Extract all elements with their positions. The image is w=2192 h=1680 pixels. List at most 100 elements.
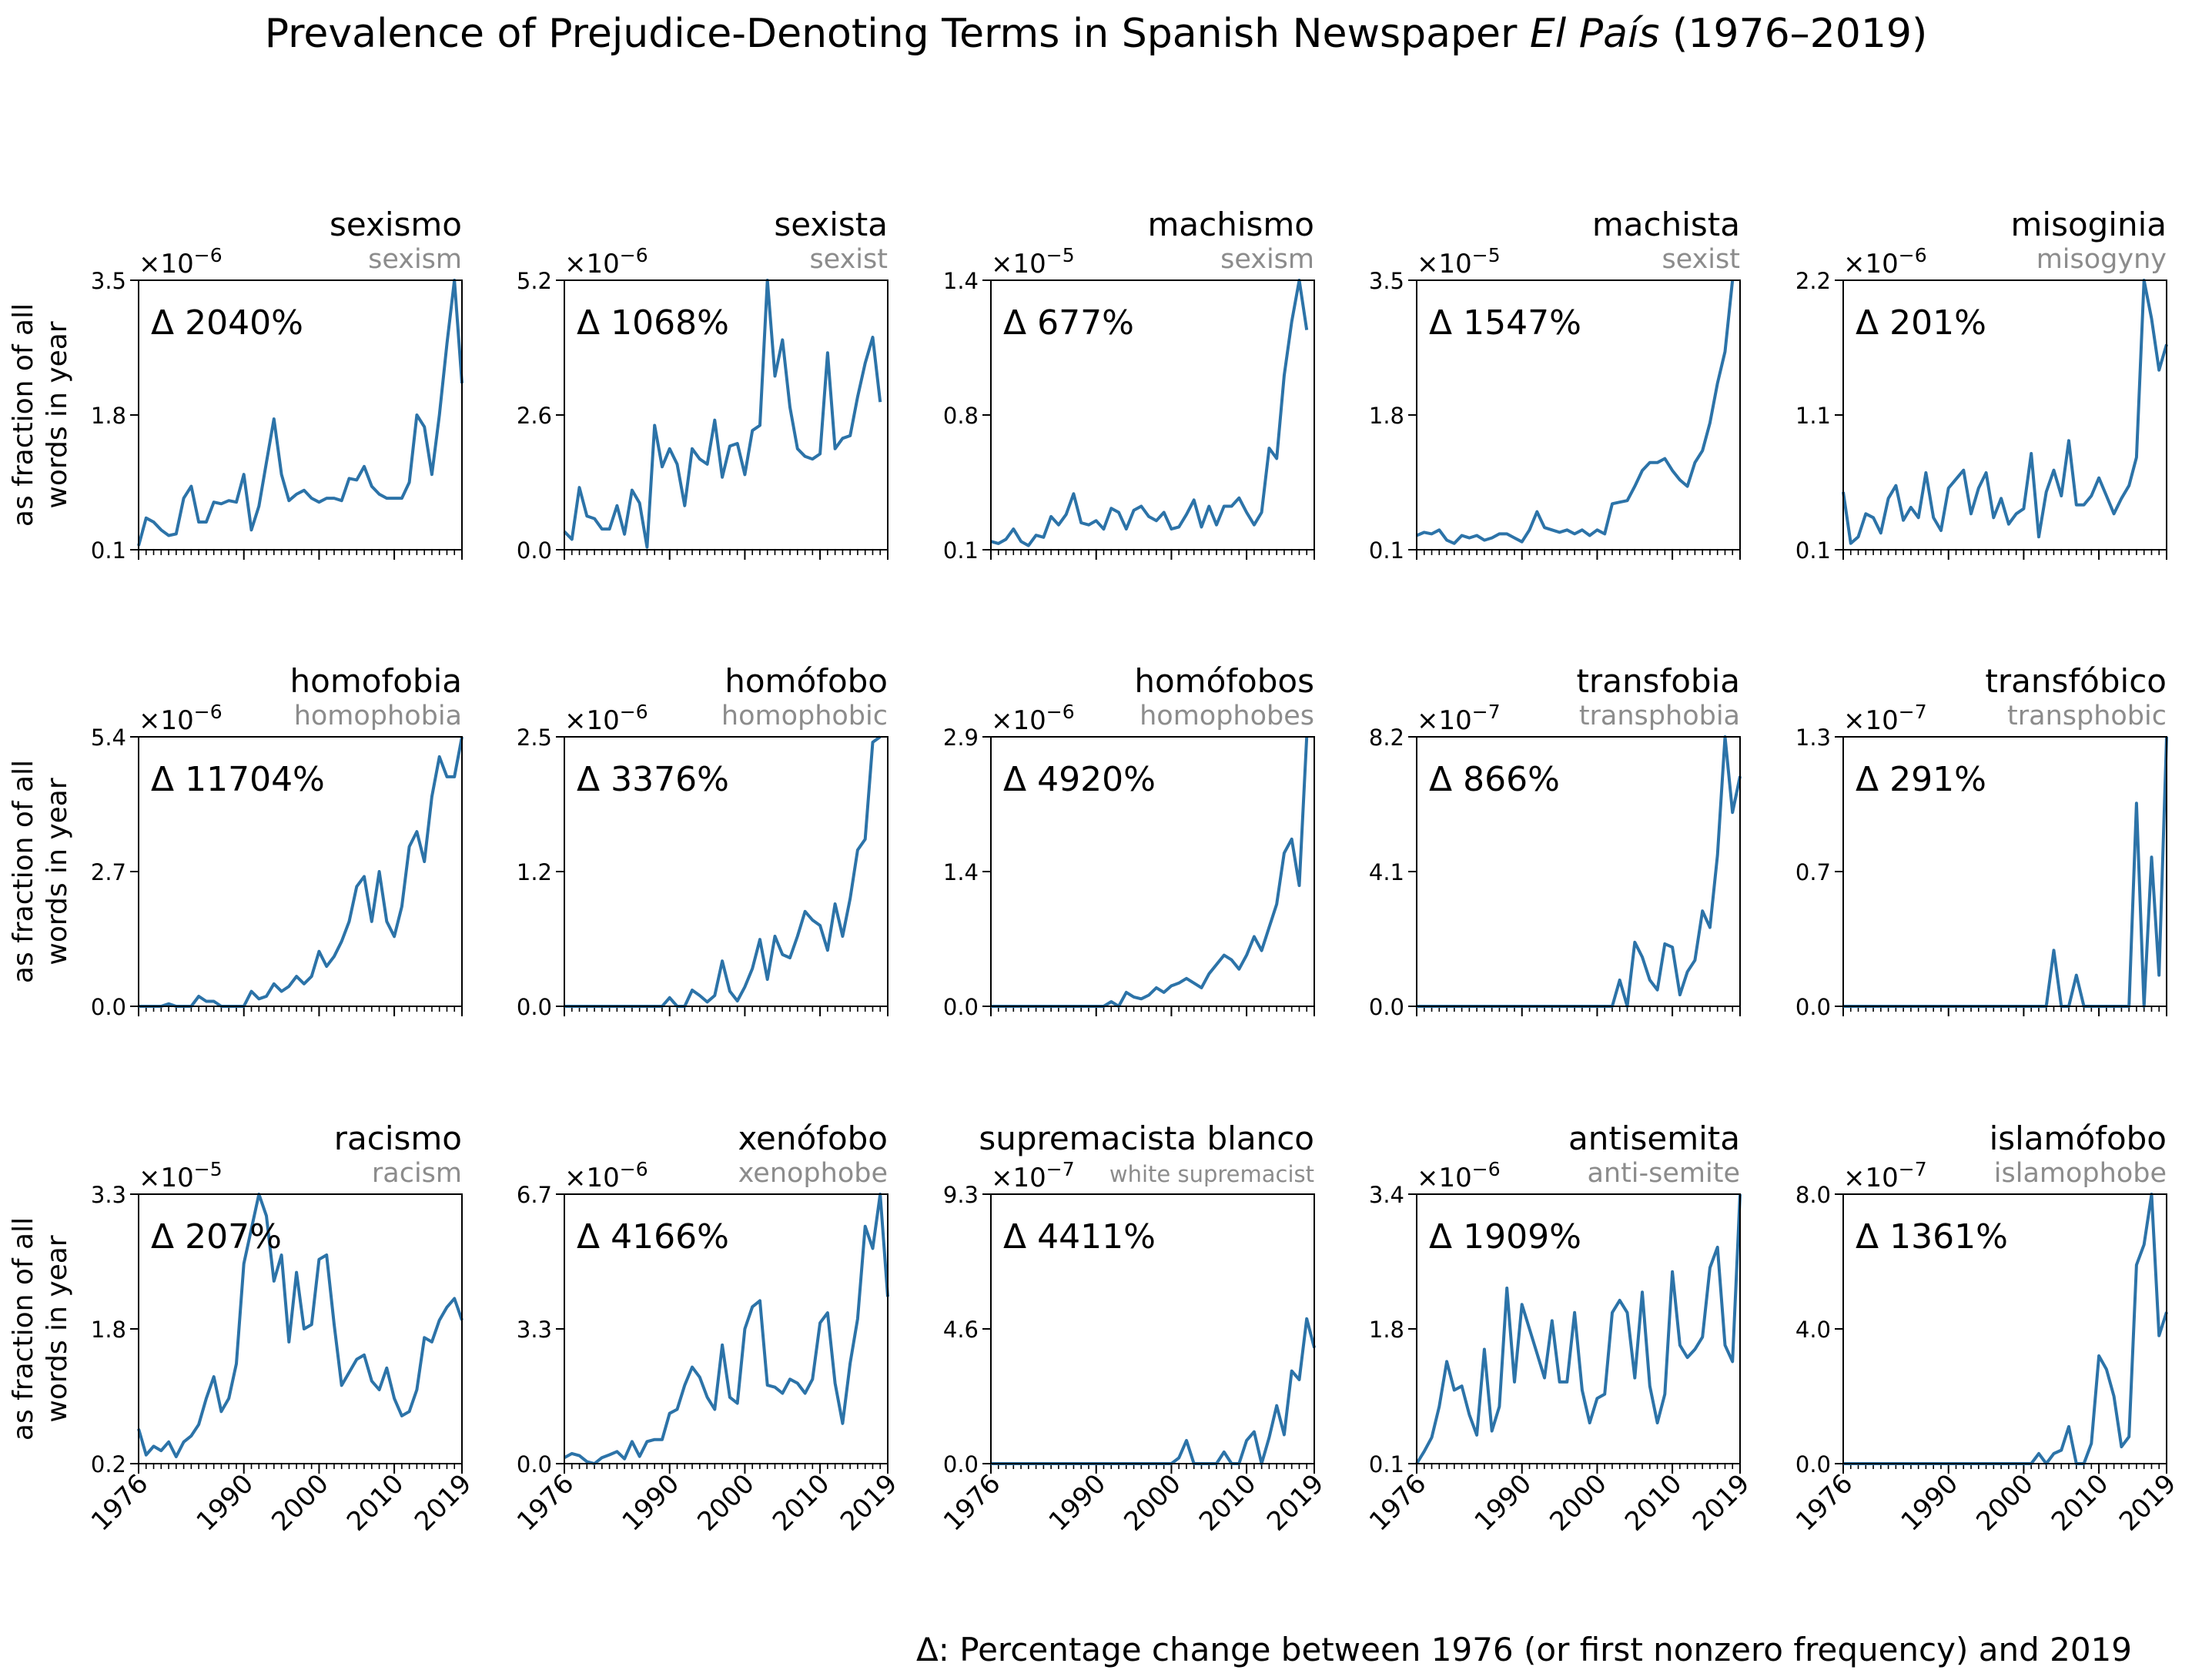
x-tick-label: 2010	[767, 1468, 835, 1537]
x-tick-label: 2019	[2113, 1468, 2182, 1537]
axis-multiplier-exponent: −7	[1899, 1158, 1927, 1180]
axes-frame	[1842, 279, 2167, 551]
panel-title: sexista	[774, 206, 888, 243]
x-tick-label: 1990	[191, 1468, 259, 1537]
y-tick-label: 2.7	[91, 859, 126, 885]
y-tick-label: 0.8	[943, 403, 979, 429]
axis-multiplier: ×10−7	[991, 1158, 1075, 1193]
delta-annotation: Δ 4920%	[1003, 760, 1156, 799]
axes-frame	[1842, 736, 2167, 1007]
y-tick-label: 5.2	[517, 268, 552, 294]
y-tick-label: 1.3	[1795, 725, 1831, 751]
y-tick-label: 0.0	[517, 1451, 552, 1478]
panel-title: sexismo	[330, 206, 462, 243]
axis-multiplier: ×10−5	[1417, 244, 1501, 279]
axes-frame	[138, 1193, 463, 1464]
y-tick-label: 3.3	[91, 1182, 126, 1208]
panel-subtitle: islamophobe	[1994, 1158, 2167, 1189]
y-tick-label: 4.6	[943, 1317, 979, 1343]
panel-subtitle: misogyny	[2036, 244, 2167, 275]
x-tick-label: 2010	[341, 1468, 410, 1537]
panel-title: transfóbico	[1985, 662, 2167, 700]
y-tick-label: 0.0	[1795, 994, 1831, 1020]
y-tick-label: 2.6	[517, 403, 552, 429]
y-tick-label: 0.1	[1369, 1451, 1404, 1478]
series-line	[139, 736, 463, 1008]
x-tick-label: 2000	[1118, 1468, 1186, 1537]
delta-annotation: Δ 1068%	[577, 303, 729, 343]
series-line	[991, 1317, 1316, 1465]
y-axis-label: words in year	[42, 778, 73, 965]
axis-multiplier-exponent: −6	[194, 701, 223, 723]
axis-multiplier: ×10−7	[1843, 1158, 1927, 1193]
y-tick-label: 3.5	[1369, 268, 1404, 294]
footnote: Δ: Percentage change between 1976 (or fi…	[916, 1631, 2132, 1668]
axes-frame	[990, 736, 1315, 1007]
y-tick-label: 0.2	[91, 1451, 126, 1478]
axes-frame	[564, 1193, 889, 1464]
delta-annotation: Δ 3376%	[577, 760, 729, 799]
axis-multiplier: ×10−6	[564, 1158, 648, 1193]
x-tick-label: 1976	[938, 1468, 1006, 1537]
y-tick-label: 3.3	[517, 1317, 552, 1343]
series-line	[1416, 279, 1735, 545]
panel-subtitle: homophobic	[721, 701, 888, 731]
delta-annotation: Δ 11704%	[151, 760, 325, 799]
axis-multiplier-exponent: −5	[194, 1158, 223, 1180]
y-axis-label: as fraction of all	[8, 760, 39, 983]
series-line	[1842, 279, 2168, 545]
y-tick-label: 0.1	[91, 537, 126, 564]
axes-frame	[1416, 279, 1741, 551]
axis-multiplier: ×10−6	[1417, 1158, 1501, 1193]
panel-subtitle: xenophobe	[738, 1158, 888, 1189]
y-axis-label: words in year	[42, 1235, 73, 1422]
y-tick-label: 2.9	[943, 725, 979, 751]
y-tick-label: 0.0	[943, 1451, 979, 1478]
axis-multiplier-exponent: −7	[1899, 701, 1927, 723]
x-tick-label: 1990	[1043, 1468, 1112, 1537]
panel-title: misoginia	[2010, 206, 2167, 243]
y-tick-label: 0.1	[1795, 537, 1831, 564]
panel-subtitle: anti-semite	[1587, 1158, 1740, 1189]
y-tick-label: 1.8	[1369, 403, 1404, 429]
delta-annotation: Δ 201%	[1856, 303, 1986, 343]
y-axis-label: words in year	[42, 321, 73, 508]
panel-title: supremacista blanco	[979, 1119, 1314, 1157]
series-line	[137, 279, 463, 547]
axis-multiplier: ×10−7	[1417, 701, 1501, 736]
panel-subtitle: homophobes	[1140, 701, 1314, 731]
axes-frame	[990, 1193, 1315, 1464]
panel-title: racismo	[334, 1119, 462, 1157]
series-line	[990, 279, 1309, 547]
axes-frame	[564, 736, 889, 1007]
panel-title: homófobos	[1134, 662, 1314, 700]
y-tick-label: 8.0	[1795, 1182, 1831, 1208]
delta-annotation: Δ 2040%	[151, 303, 303, 343]
panel-subtitle: sexism	[368, 244, 462, 275]
panel-subtitle: sexism	[1220, 244, 1314, 275]
x-tick-label: 1976	[1790, 1468, 1859, 1537]
x-tick-label: 2000	[1970, 1468, 2039, 1537]
y-axis-label: as fraction of all	[8, 1217, 39, 1441]
y-tick-label: 4.1	[1369, 859, 1404, 885]
y-tick-label: 6.7	[517, 1182, 552, 1208]
x-tick-label: 1976	[85, 1468, 154, 1537]
x-tick-label: 2000	[1544, 1468, 1612, 1537]
panel-subtitle: racism	[372, 1158, 462, 1189]
series-line	[564, 1193, 889, 1465]
x-tick-label: 1990	[617, 1468, 685, 1537]
y-tick-label: 3.4	[1369, 1182, 1404, 1208]
panel-title: machista	[1592, 206, 1740, 243]
panel-subtitle: white supremacist	[1109, 1161, 1314, 1187]
panel-title: xenófobo	[738, 1119, 888, 1157]
axis-multiplier-exponent: −5	[1472, 244, 1501, 266]
y-tick-label: 1.4	[943, 268, 979, 294]
y-tick-label: 5.4	[91, 725, 126, 751]
y-tick-label: 0.0	[1369, 994, 1404, 1020]
delta-annotation: Δ 4166%	[577, 1217, 729, 1257]
x-tick-label: 2019	[409, 1468, 477, 1537]
axes-frame	[1842, 1193, 2167, 1464]
axes-frame	[1416, 736, 1741, 1007]
x-tick-label: 2019	[1687, 1468, 1755, 1537]
x-tick-label: 2010	[1619, 1468, 1688, 1537]
